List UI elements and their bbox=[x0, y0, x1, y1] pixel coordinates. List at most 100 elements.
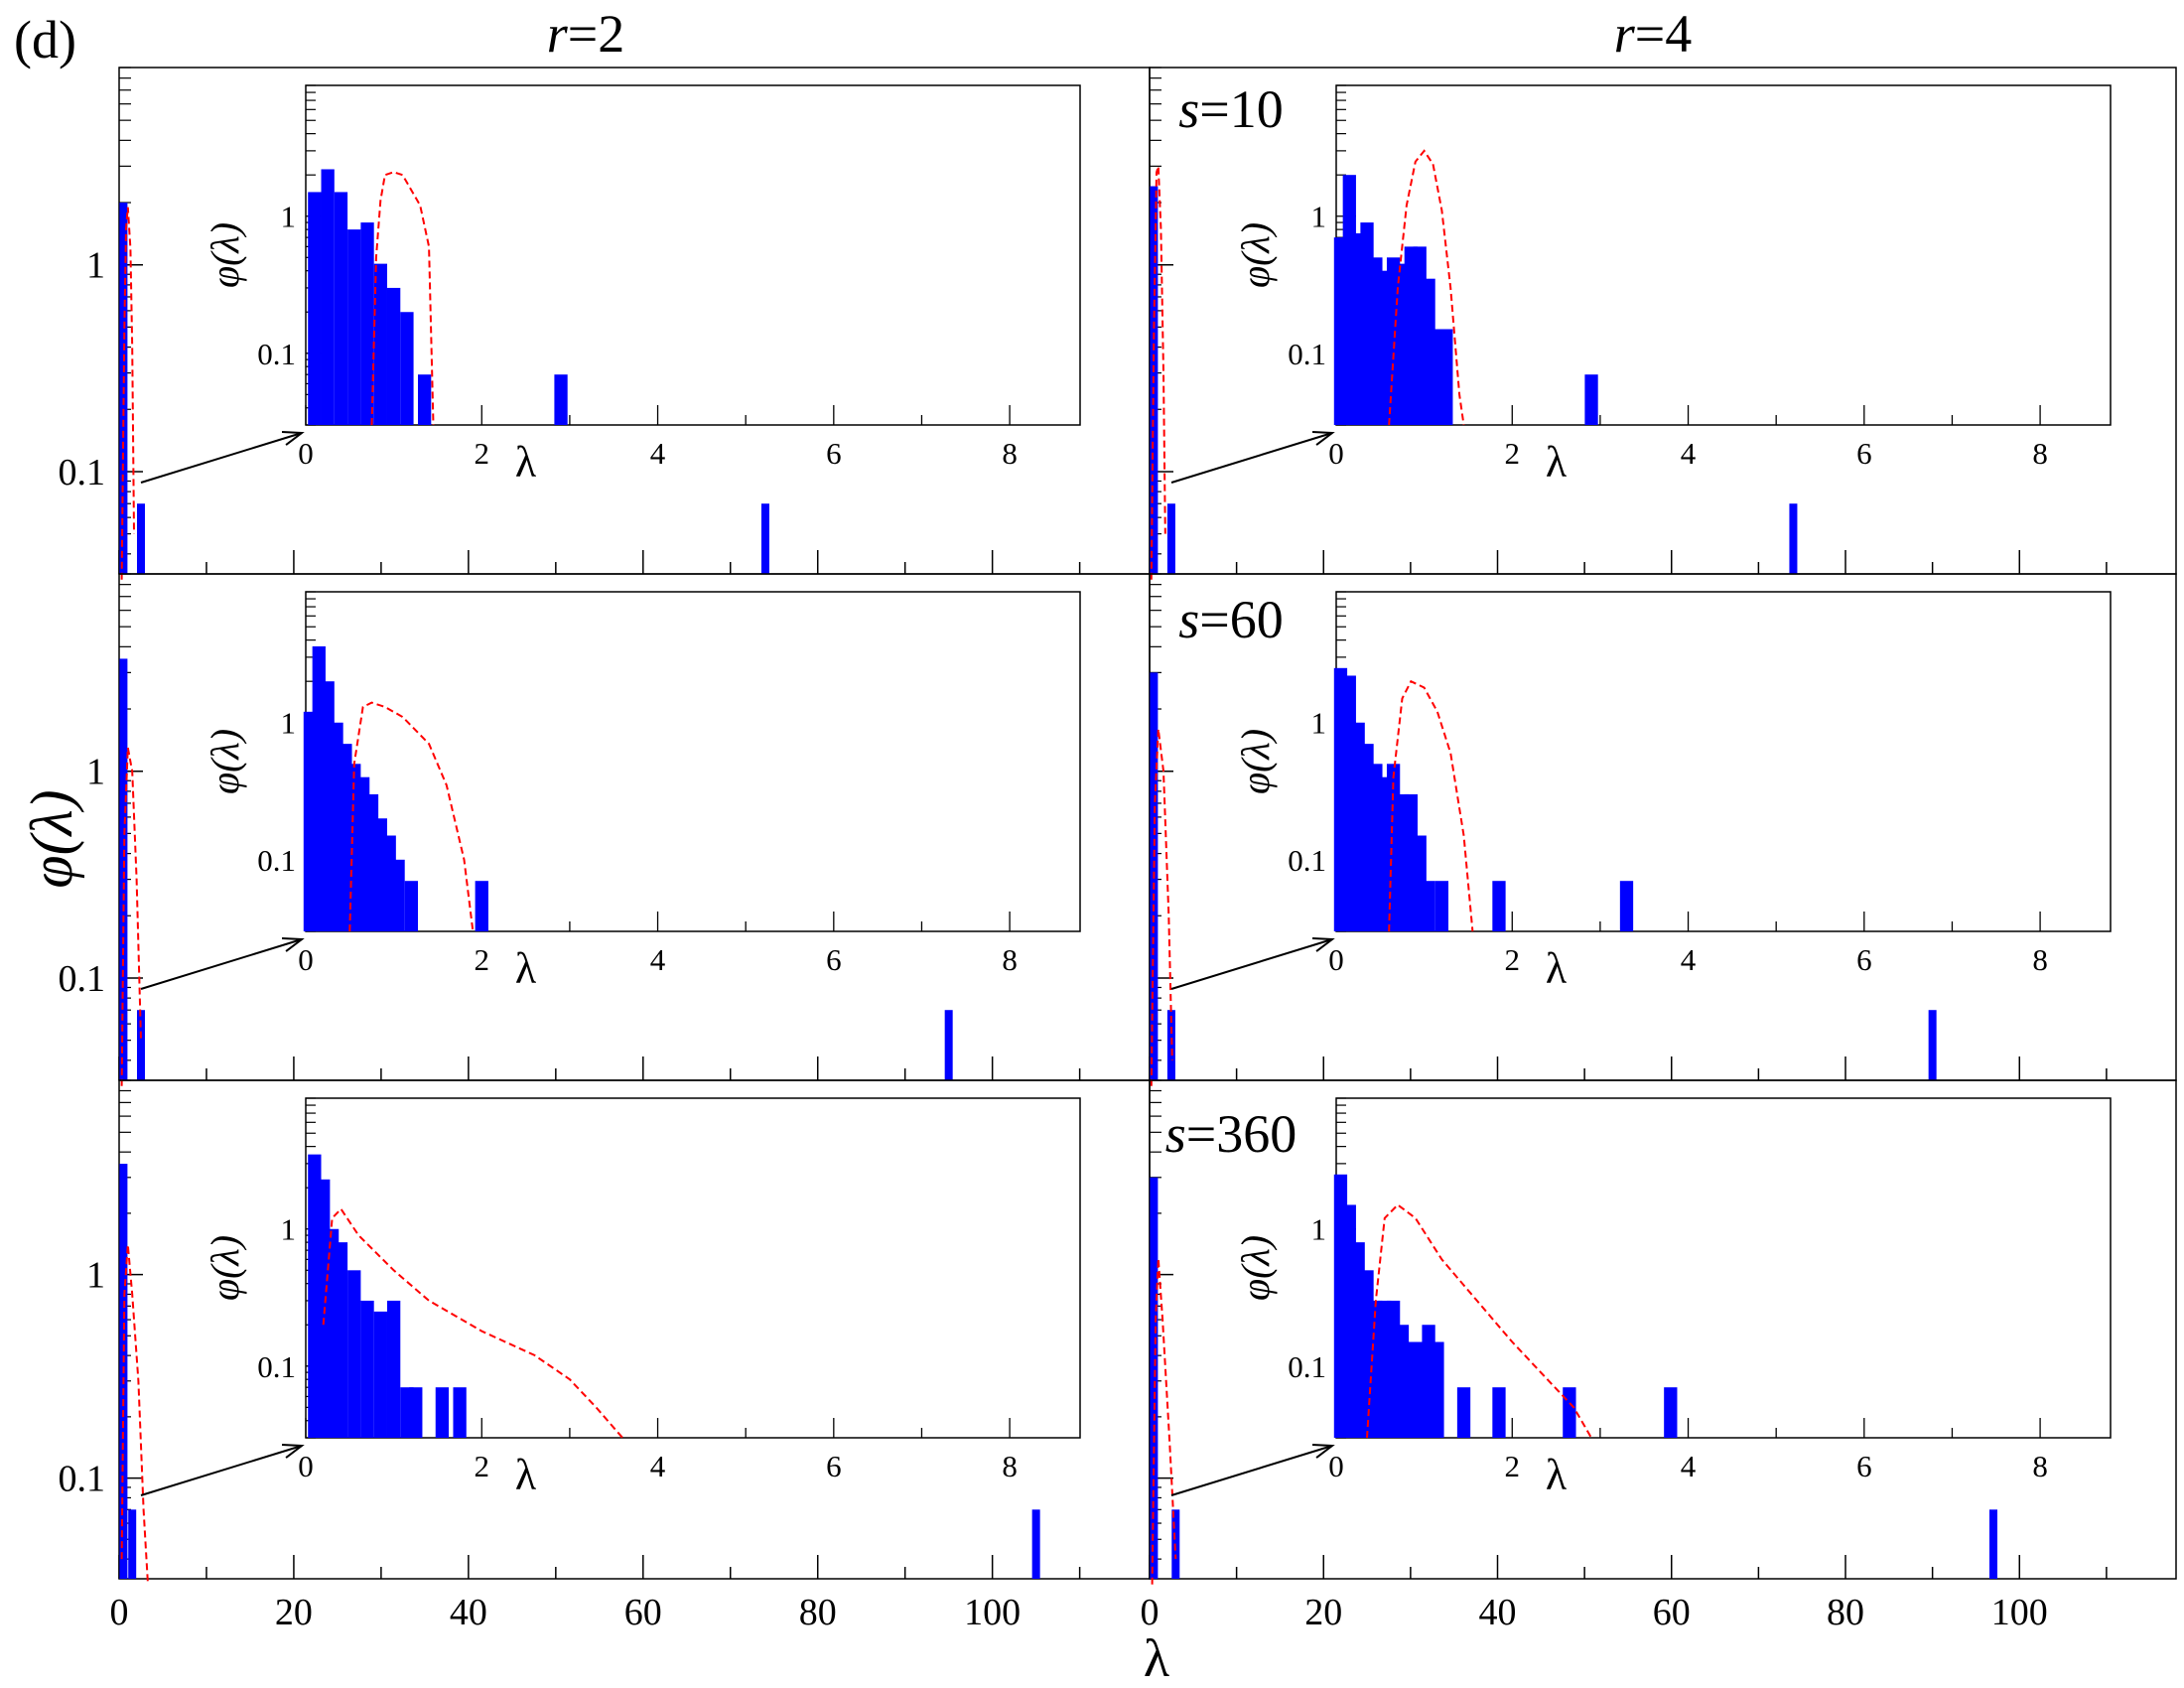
column-title-r4: r=4 bbox=[1614, 4, 1692, 64]
inset-bar bbox=[1492, 881, 1506, 931]
inset-bar bbox=[347, 229, 361, 425]
main-x-tick-label: 60 bbox=[624, 1592, 662, 1633]
inset-bar bbox=[373, 263, 387, 425]
inset-bar bbox=[1563, 1387, 1576, 1438]
main-frame bbox=[1149, 1079, 2177, 1580]
inset-y-tick-label: 0.1 bbox=[1288, 843, 1326, 878]
zoom-arrow-head bbox=[281, 1443, 305, 1459]
panel-r1-c1: 0 2 4 6 8 0.1 1 φ(λ) λ bbox=[1149, 573, 2177, 1086]
zoom-arrow-line bbox=[140, 432, 303, 484]
panel-r2-c0: 0 20 40 60 80 100 0.1 1 0 2 4 6 8 0.1 1 φ(λ) λ bbox=[59, 1079, 1151, 1633]
inset-x-tick-label: 2 bbox=[475, 436, 490, 471]
main-bar bbox=[1789, 503, 1798, 574]
inset-bar bbox=[475, 881, 488, 931]
inset-frame bbox=[305, 1097, 1081, 1439]
main-bar bbox=[128, 1509, 137, 1579]
row-label-s360: s=360 bbox=[1165, 1104, 1297, 1164]
main-density-curve bbox=[120, 207, 135, 580]
x-axis-label: λ bbox=[1144, 1628, 1169, 1688]
inset-y-tick-label: 1 bbox=[1311, 1212, 1327, 1247]
inset-x-tick-label: 6 bbox=[826, 1449, 842, 1483]
inset-y-tick-label: 0.1 bbox=[257, 1349, 296, 1384]
inset-x-tick-label: 6 bbox=[826, 436, 842, 471]
row-label-s10: s=10 bbox=[1178, 79, 1283, 139]
inset-x-tick-label: 2 bbox=[475, 1449, 490, 1483]
inset-x-tick-label: 4 bbox=[1681, 436, 1697, 471]
main-x-tick-label: 0 bbox=[1141, 1592, 1160, 1633]
zoom-arrow-line bbox=[140, 938, 303, 990]
main-y-tick-label: 1 bbox=[86, 245, 105, 287]
panel-label: (d) bbox=[14, 10, 76, 70]
inset-bar bbox=[1422, 881, 1435, 931]
inset-x-tick-label: 8 bbox=[2032, 942, 2048, 977]
main-density-curve bbox=[1150, 729, 1173, 1086]
inset-bar bbox=[1456, 1387, 1471, 1438]
inset-x-tick-label: 4 bbox=[650, 436, 666, 471]
main-y-tick-label: 1 bbox=[86, 752, 105, 793]
zoom-arrow-line bbox=[1170, 938, 1333, 990]
inset: 0 2 4 6 8 0.1 1 φ(λ) λ bbox=[203, 1097, 1081, 1499]
inset-density-curve bbox=[370, 171, 435, 426]
inset-bar bbox=[404, 881, 419, 931]
inset-y-tick-label: 1 bbox=[1311, 200, 1327, 234]
inset-bar bbox=[360, 1300, 374, 1438]
inset-x-tick-label: 2 bbox=[1505, 436, 1521, 471]
inset-x-tick-label: 4 bbox=[650, 1449, 666, 1483]
inset-y-tick-label: 1 bbox=[1311, 706, 1327, 741]
inset-x-tick-label: 8 bbox=[1002, 942, 1018, 977]
inset: 0 2 4 6 8 0.1 1 φ(λ) λ bbox=[1233, 1097, 2112, 1499]
inset-y-axis-label: φ(λ) bbox=[1233, 1235, 1278, 1301]
inset-x-tick-label: 2 bbox=[1505, 942, 1521, 977]
zoom-arrow-head bbox=[1311, 936, 1335, 952]
inset-x-tick-label: 2 bbox=[475, 942, 490, 977]
main-bar bbox=[119, 658, 128, 1080]
panel-r0-c0: 0.1 1 0 2 4 6 8 0.1 1 φ(λ) λ bbox=[59, 67, 1151, 580]
main-x-tick-label: 60 bbox=[1653, 1592, 1691, 1633]
inset-density-curve bbox=[1388, 149, 1465, 426]
inset-y-tick-label: 0.1 bbox=[257, 337, 296, 371]
inset: 0 2 4 6 8 0.1 1 φ(λ) λ bbox=[1233, 591, 2112, 993]
panel-r0-c1: 0 2 4 6 8 0.1 1 φ(λ) λ bbox=[1149, 67, 2177, 580]
inset-y-axis-label: φ(λ) bbox=[203, 729, 247, 794]
inset-density-curve bbox=[322, 1207, 623, 1439]
main-x-tick-label: 100 bbox=[1991, 1592, 2048, 1633]
main-bar bbox=[1928, 1010, 1937, 1080]
inset-x-tick-label: 8 bbox=[2032, 1449, 2048, 1483]
inset-density-curve bbox=[1388, 679, 1474, 932]
inset-frame bbox=[1335, 1097, 2112, 1439]
inset-x-tick-label: 8 bbox=[1002, 436, 1018, 471]
inset-density-curve bbox=[1366, 1203, 1592, 1439]
inset-y-axis-label: φ(λ) bbox=[1233, 729, 1278, 794]
inset-bar bbox=[308, 192, 322, 425]
inset-frame bbox=[305, 591, 1081, 932]
inset-bar bbox=[386, 1300, 401, 1438]
y-axis-label: φ(λ) bbox=[19, 789, 84, 888]
inset: 0 2 4 6 8 0.1 1 φ(λ) λ bbox=[203, 84, 1081, 487]
inset-bar bbox=[334, 1242, 348, 1438]
inset-bar bbox=[1584, 374, 1598, 425]
inset-bar bbox=[418, 374, 432, 425]
inset-y-axis-label: φ(λ) bbox=[203, 1235, 247, 1301]
inset-x-tick-label: 6 bbox=[1856, 942, 1872, 977]
inset-x-axis-label: λ bbox=[515, 944, 537, 993]
main-y-tick-label: 1 bbox=[86, 1255, 105, 1297]
inset-x-tick-label: 4 bbox=[650, 942, 666, 977]
inset-y-tick-label: 1 bbox=[281, 706, 297, 741]
zoom-arrow-head bbox=[1311, 1443, 1335, 1459]
inset-bar bbox=[1431, 1341, 1444, 1438]
main-y-tick-label: 0.1 bbox=[59, 958, 106, 1000]
inset-y-axis-label: φ(λ) bbox=[203, 222, 247, 288]
inset-bar bbox=[1492, 1387, 1506, 1438]
inset-y-tick-label: 1 bbox=[281, 200, 297, 234]
main-bar bbox=[1988, 1509, 1997, 1579]
panel-r2-c1: 0 20 40 60 80 100 0 2 4 6 8 0.1 1 φ(λ) λ bbox=[1141, 1079, 2177, 1633]
zoom-arrow-head bbox=[281, 430, 305, 446]
main-bar bbox=[1166, 503, 1175, 574]
zoom-arrow-line bbox=[1170, 1445, 1333, 1496]
main-x-tick-label: 100 bbox=[964, 1592, 1021, 1633]
main-density-curve bbox=[1151, 1258, 1177, 1585]
row-label-s60: s=60 bbox=[1178, 590, 1283, 649]
inset-x-tick-label: 8 bbox=[2032, 436, 2048, 471]
inset-bar bbox=[1439, 329, 1453, 425]
